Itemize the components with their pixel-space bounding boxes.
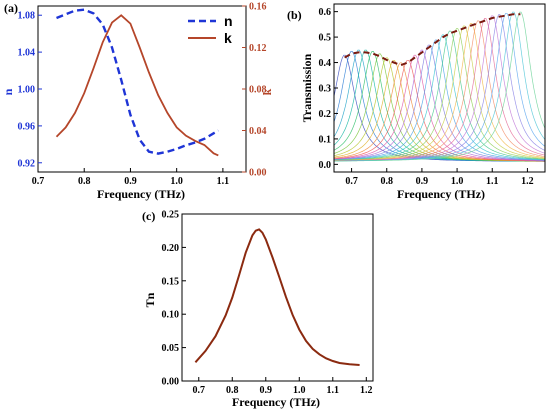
panel-b-label: (b): [287, 8, 302, 22]
panel-c-ytick-label: 0.10: [162, 310, 180, 321]
panel-a-right-axis-label: k: [260, 88, 274, 95]
panel-b-x-axis-label: Frequency (THz): [397, 187, 485, 201]
panel-a-left-ytick-label: 0.96: [18, 121, 36, 132]
panel-a-right-ytick-label: 0.08: [249, 85, 267, 96]
panel-b-xtick-label: 0.8: [381, 176, 394, 187]
panel-b-xtick-label: 0.9: [416, 176, 429, 187]
panel-b-ytick-label: 0.5: [319, 33, 332, 44]
resonance-curve: [334, 14, 545, 162]
panel-b-xtick-label: 0.7: [345, 176, 358, 187]
panel-b-xtick-label: 1.1: [486, 176, 499, 187]
panel-b-ytick-label: 0.4: [319, 58, 332, 69]
panel-b-ytick-label: 0.6: [319, 7, 332, 18]
panel-b-ytick-label: 0.2: [319, 109, 332, 120]
panel-c-ytick-label: 0.20: [162, 243, 180, 254]
panel-a-left-ytick-label: 0.92: [18, 158, 36, 169]
resonance-curve: [334, 54, 545, 162]
resonance-curve: [334, 34, 545, 161]
panel-b-xtick-label: 1.0: [451, 176, 464, 187]
panel-a-label: (a): [4, 1, 18, 15]
panel-c-ytick-label: 0.15: [162, 276, 180, 287]
panel-b-y-axis-label: Transmission: [300, 53, 314, 122]
resonance-curve: [334, 53, 545, 162]
panel-c-xtick-label: 0.8: [226, 385, 239, 396]
panel-a-xtick-label: 0.7: [32, 176, 45, 187]
resonance-curve: [334, 12, 545, 162]
panel-c-frame: [181, 213, 374, 382]
panel-c-label: (c): [142, 209, 155, 223]
panel-a-right-ytick-label: 0.00: [249, 168, 267, 179]
panel-a: (a) n k Frequency (THz) 0.7 0.8 0.9 1.0 1.1 0…: [1, 1, 274, 201]
panel-c-xtick-label: 0.9: [260, 385, 273, 396]
panel-a-xtick-label: 0.8: [78, 176, 91, 187]
panel-c-x-axis-label: Frequency (THz): [232, 395, 320, 409]
panel-a-xtick-label: 1.0: [170, 176, 183, 187]
resonance-curve: [334, 49, 545, 161]
panel-b-xtick-label: 1.2: [521, 176, 534, 187]
k-series-line: [55, 14, 219, 157]
legend-n-label: n: [224, 13, 233, 29]
panel-a-left-axis-label: n: [1, 88, 15, 95]
panel-a-left-ytick-label: 1.00: [18, 85, 36, 96]
resonance-curve: [334, 30, 545, 161]
resonance-curve: [334, 44, 545, 161]
panel-c-ytick-label: 0.00: [162, 377, 180, 388]
resonance-curve: [334, 39, 545, 161]
panel-a-left-ytick-label: 1.04: [18, 48, 36, 59]
n-series-line: [56, 8, 219, 155]
panel-a-right-ytick-label: 0.04: [249, 126, 267, 137]
resonance-curve: [334, 54, 545, 162]
panel-c-ytick-label: 0.25: [162, 210, 180, 221]
panel-c-ytick-label: 0.05: [162, 343, 180, 354]
panel-c-y-axis-label: Tn: [143, 292, 157, 307]
envelope-line: [344, 13, 521, 67]
panel-a-frame: [37, 5, 247, 173]
panel-b-ytick-label: 0.0: [319, 160, 332, 171]
panel-b: (b) Transmission Frequency (THz) 0.7 0.8 0…: [287, 3, 546, 201]
resonance-curve: [334, 11, 545, 162]
tn-series-line: [194, 228, 360, 366]
resonance-curve: [334, 11, 545, 162]
panel-a-xtick-label: 0.9: [124, 176, 137, 187]
panel-b-ytick-label: 0.3: [319, 84, 332, 95]
panel-a-right-ytick-label: 0.16: [249, 2, 267, 13]
panel-a-legend: n k: [188, 13, 233, 46]
panel-a-x-axis-label: Frequency (THz): [97, 187, 185, 201]
panel-c-xtick-label: 0.7: [193, 385, 206, 396]
panel-c-xtick-label: 1.0: [293, 385, 306, 396]
panel-c-xtick-label: 1.1: [327, 385, 340, 396]
panel-b-ytick-label: 0.1: [319, 134, 332, 145]
legend-k-label: k: [224, 30, 232, 46]
resonance-curve: [334, 15, 545, 162]
panel-b-curves: [334, 11, 545, 162]
panel-a-left-ytick-label: 1.08: [18, 11, 36, 22]
panel-c: (c) Tn Frequency (THz) 0.7 0.8 0.9 1.0 1.1 1.…: [142, 209, 374, 409]
panel-a-right-ytick-label: 0.12: [249, 43, 267, 54]
panel-a-xtick-label: 1.1: [217, 176, 230, 187]
panel-c-xtick-label: 1.2: [360, 385, 373, 396]
